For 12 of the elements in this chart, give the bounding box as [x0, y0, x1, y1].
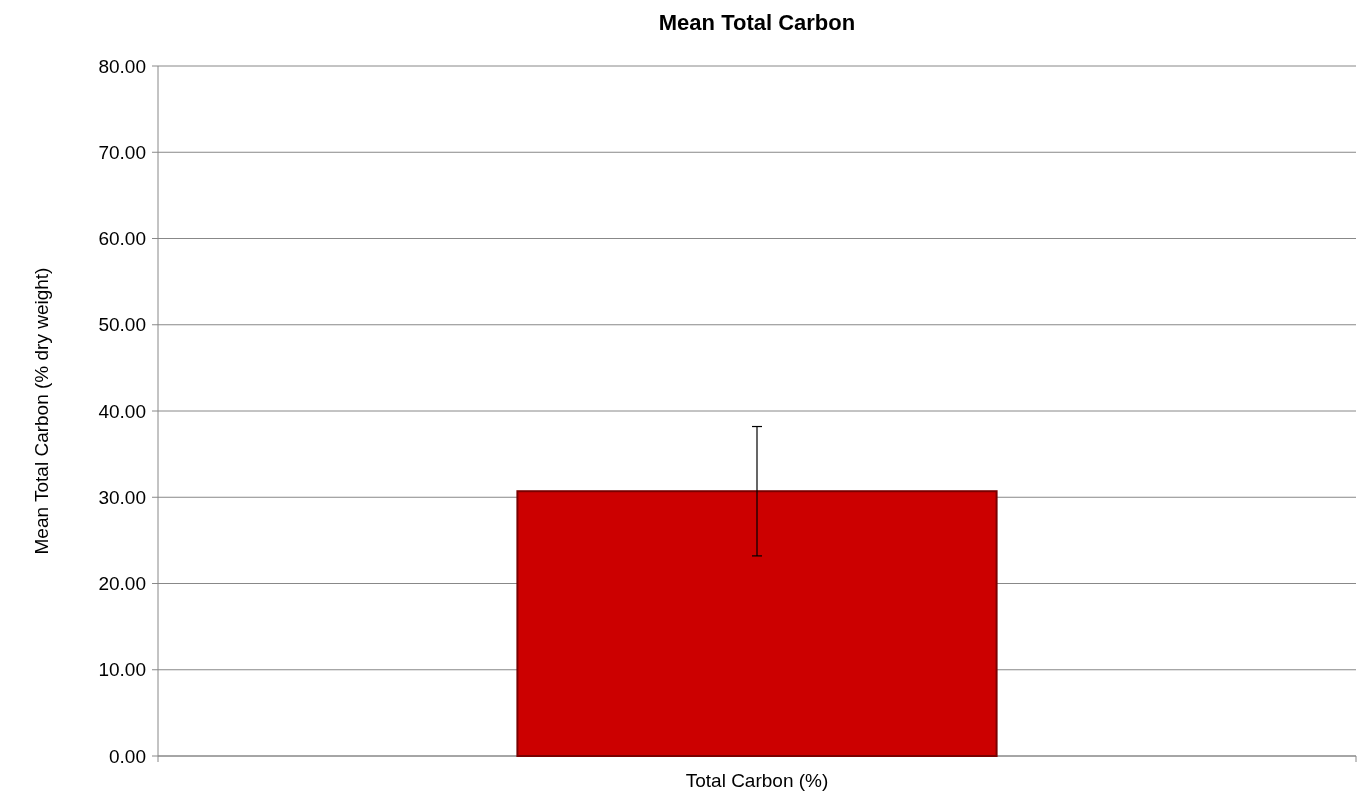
- y-tick-label: 20.00: [98, 573, 146, 595]
- y-axis-title: Mean Total Carbon (% dry weight): [31, 267, 52, 555]
- y-tick-label: 30.00: [98, 486, 146, 508]
- y-tick-label: 80.00: [98, 55, 146, 77]
- y-tick-label: 60.00: [98, 228, 146, 250]
- x-tick-label: Total Carbon (%): [685, 770, 829, 791]
- y-tick-label: 10.00: [98, 659, 146, 681]
- y-tick-label: 70.00: [98, 141, 146, 163]
- y-tick-label: 40.00: [98, 400, 146, 422]
- y-tick-label: 50.00: [98, 314, 146, 336]
- chart-title: Mean Total Carbon: [658, 10, 856, 35]
- y-tick-label: 0.00: [109, 745, 146, 767]
